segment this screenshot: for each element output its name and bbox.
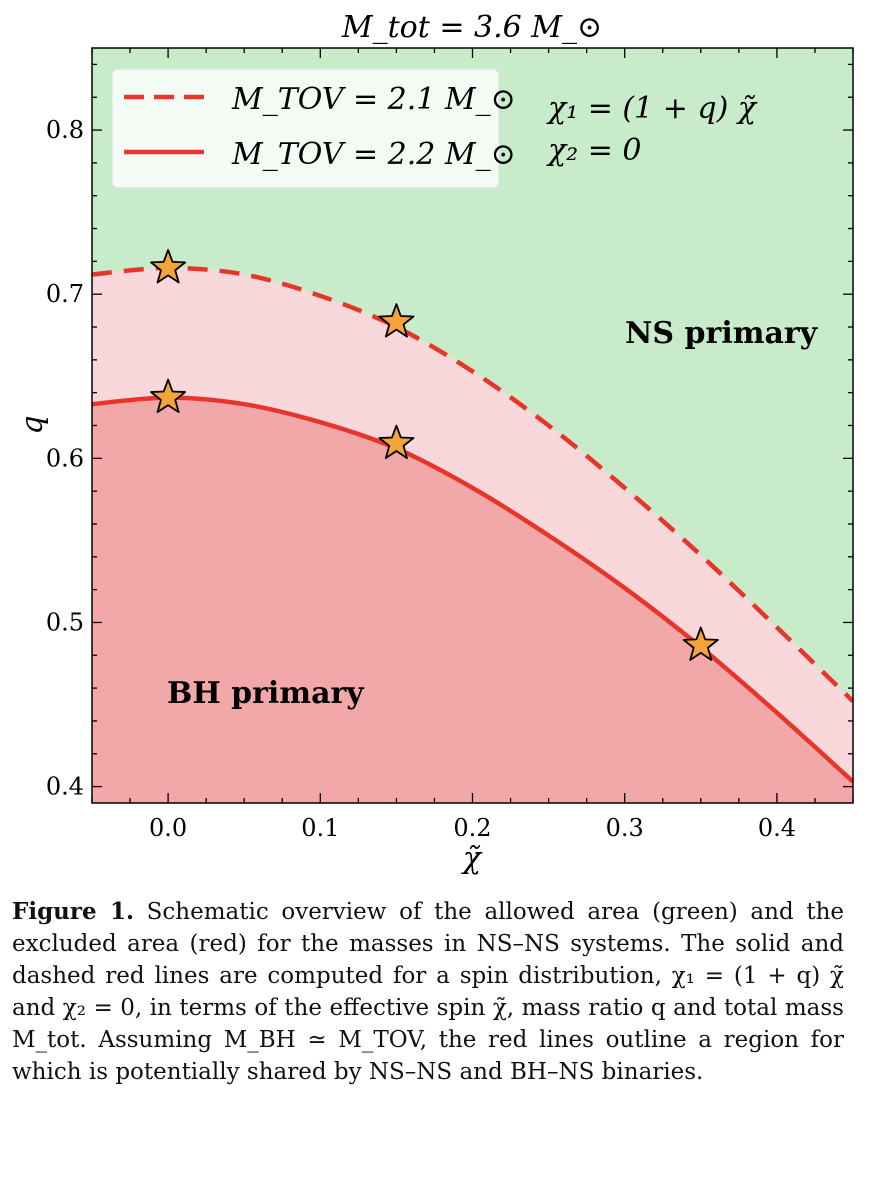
y-axis-label: q [15, 415, 50, 434]
y-tick-label: 0.6 [46, 444, 84, 472]
chart: 0.0 0.1 0.2 0.3 0.4 0.4 0.5 0.6 0.7 0.8 M_tot = 3… [15, 10, 854, 876]
x-tick-label: 0.4 [758, 814, 796, 842]
caption-label: Figure 1. [12, 898, 134, 925]
region-label-ns: NS primary [625, 316, 819, 351]
star-marker-2 [150, 378, 187, 414]
series-line-dashed [92, 265, 853, 703]
figure-caption: Figure 1. Schematic overview of the allo… [12, 896, 844, 1088]
legend: M_TOV = 2.1 M_⊙ M_TOV = 2.2 M_⊙ [111, 68, 516, 189]
tick-labels: 0.0 0.1 0.2 0.3 0.4 0.4 0.5 0.6 0.7 0.8 [46, 116, 796, 842]
annotation-chi2: χ₂ = 0 [546, 133, 642, 168]
markers [150, 249, 719, 661]
star-marker-4 [682, 626, 719, 661]
x-tick-label: 0.2 [453, 814, 491, 842]
legend-label-dashed: M_TOV = 2.1 M_⊙ [231, 82, 516, 117]
x-tick-label: 0.3 [606, 814, 644, 842]
region-label-bh: BH primary [167, 676, 365, 711]
annotation-chi1: χ₁ = (1 + q) χ̃ [546, 91, 758, 126]
chart-title: M_tot = 3.6 M_⊙ [341, 10, 602, 45]
star-marker-1 [378, 303, 415, 338]
caption-text: Schematic overview of the allowed area (… [12, 899, 844, 1085]
legend-box [111, 68, 500, 189]
series-line-solid [92, 395, 853, 784]
legend-label-solid: M_TOV = 2.2 M_⊙ [231, 137, 516, 172]
excluded-region [92, 397, 853, 803]
y-tick-label: 0.8 [46, 116, 84, 144]
star-marker-3 [378, 424, 415, 460]
x-tick-label: 0.1 [301, 814, 339, 842]
x-tick-label: 0.0 [149, 814, 187, 842]
axis-ticks [91, 48, 854, 803]
x-axis-label: χ̃ [461, 841, 483, 876]
y-tick-label: 0.4 [46, 773, 84, 801]
y-tick-label: 0.7 [46, 280, 84, 308]
star-marker-0 [150, 249, 187, 284]
y-tick-label: 0.5 [46, 608, 84, 636]
